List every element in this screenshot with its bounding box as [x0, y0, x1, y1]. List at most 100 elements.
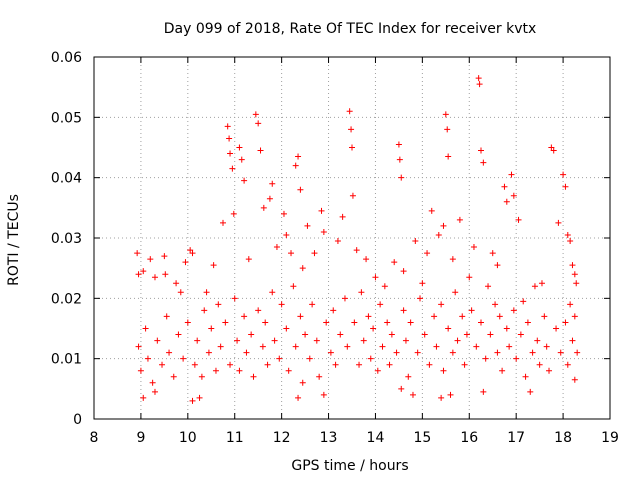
- data-point: [529, 349, 536, 356]
- data-point: [229, 165, 236, 172]
- data-point: [478, 147, 484, 154]
- data-point: [370, 325, 377, 332]
- data-point: [339, 213, 346, 220]
- data-point: [292, 343, 299, 350]
- data-point: [562, 183, 569, 190]
- data-point: [435, 231, 442, 238]
- data-point: [344, 343, 351, 350]
- data-point: [569, 262, 576, 269]
- data-point: [252, 111, 259, 118]
- data-point: [543, 343, 550, 350]
- x-tick-labels: 8 9 10 11 12 13 14 15 16 17 18 19: [90, 430, 619, 446]
- data-point: [295, 394, 302, 401]
- data-point: [534, 337, 541, 344]
- data-point: [569, 337, 576, 344]
- data-point: [135, 343, 142, 350]
- data-point: [445, 325, 452, 332]
- data-point: [173, 280, 180, 287]
- axis-ticks: [93, 56, 611, 420]
- data-point: [175, 331, 182, 338]
- data-point: [421, 331, 428, 338]
- data-point: [400, 268, 407, 275]
- data-point: [470, 244, 477, 251]
- data-point: [475, 75, 482, 82]
- data-point: [180, 355, 187, 362]
- data-point: [224, 123, 231, 130]
- data-point: [407, 319, 414, 326]
- data-point: [299, 265, 306, 272]
- data-point: [283, 325, 290, 332]
- data-point: [431, 313, 438, 320]
- plot-frame: [93, 56, 611, 420]
- data-point: [306, 355, 313, 362]
- y-tick-label: 0.03: [51, 231, 82, 247]
- data-point: [426, 361, 433, 368]
- data-point: [473, 343, 480, 350]
- data-point: [222, 319, 229, 326]
- data-point: [419, 280, 426, 287]
- data-point: [360, 337, 367, 344]
- data-point: [191, 361, 198, 368]
- data-point: [449, 256, 456, 263]
- data-point: [154, 337, 161, 344]
- data-point: [278, 301, 285, 308]
- x-tick-label: 18: [554, 430, 572, 446]
- data-point: [487, 331, 494, 338]
- data-point: [280, 210, 287, 217]
- data-point: [166, 349, 173, 356]
- data-point: [184, 319, 191, 326]
- data-point: [163, 313, 170, 320]
- data-points: [134, 75, 581, 404]
- data-point: [567, 238, 574, 245]
- data-point: [456, 216, 463, 223]
- data-point: [428, 207, 435, 214]
- data-point: [189, 250, 196, 257]
- data-point: [346, 108, 353, 115]
- data-point: [524, 319, 531, 326]
- x-tick-label: 9: [136, 430, 145, 446]
- data-point: [478, 319, 484, 326]
- data-point: [198, 373, 205, 380]
- data-point: [400, 307, 407, 314]
- data-point: [140, 394, 147, 401]
- data-point: [480, 388, 487, 395]
- data-point: [334, 238, 341, 245]
- data-point: [238, 156, 245, 163]
- data-point: [440, 367, 447, 374]
- data-point: [271, 337, 278, 344]
- data-point: [476, 81, 483, 88]
- data-point: [492, 301, 499, 308]
- data-point: [503, 198, 510, 205]
- data-point: [379, 343, 386, 350]
- x-tick-label: 8: [90, 430, 99, 446]
- data-point: [367, 355, 374, 362]
- data-point: [466, 274, 473, 281]
- data-point: [269, 289, 276, 296]
- data-point: [374, 367, 381, 374]
- data-point: [353, 247, 360, 254]
- data-point: [285, 367, 292, 374]
- data-point: [557, 349, 564, 356]
- data-point: [571, 313, 578, 320]
- data-point: [170, 373, 177, 380]
- data-point: [177, 289, 184, 296]
- x-tick-label: 14: [367, 430, 385, 446]
- data-point: [273, 244, 280, 251]
- data-point: [550, 147, 557, 154]
- data-point: [203, 289, 210, 296]
- data-point: [257, 147, 264, 154]
- data-point: [506, 343, 513, 350]
- data-point: [187, 247, 194, 254]
- data-point: [304, 222, 311, 229]
- x-tick-label: 13: [320, 430, 338, 446]
- data-point: [250, 373, 257, 380]
- y-tick-label: 0.01: [51, 352, 82, 368]
- data-point: [555, 219, 562, 226]
- data-point: [449, 349, 456, 356]
- data-point: [262, 319, 269, 326]
- data-point: [452, 289, 459, 296]
- data-point: [212, 367, 219, 374]
- data-point: [546, 367, 553, 374]
- data-point: [241, 313, 248, 320]
- x-tick-label: 10: [179, 430, 197, 446]
